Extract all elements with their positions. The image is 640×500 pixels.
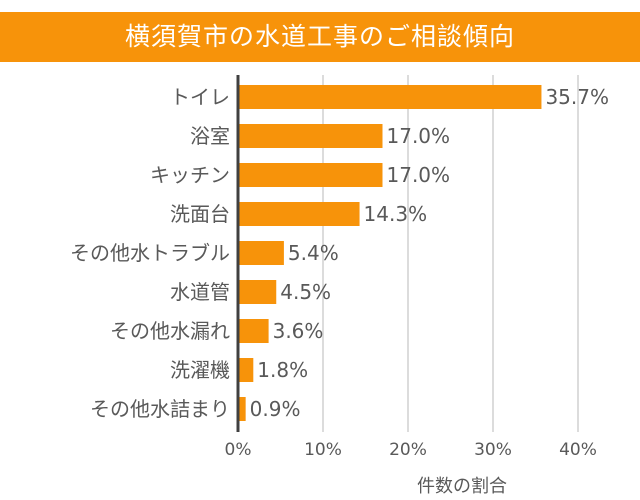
chart-title: 横須賀市の水道工事のご相談傾向	[0, 12, 640, 62]
category-label: キッチン	[150, 163, 230, 187]
category-label: その他水トラブル	[70, 241, 230, 265]
x-axis-label: 件数の割合	[417, 476, 507, 497]
data-label: 17.0%	[387, 163, 451, 187]
bar	[238, 163, 383, 187]
category-label: その他水漏れ	[110, 319, 230, 343]
bar	[238, 397, 246, 421]
category-label: 洗面台	[170, 202, 230, 226]
x-tick-label: 30%	[474, 440, 512, 460]
x-tick-label: 0%	[225, 440, 252, 460]
x-tick-label: 10%	[304, 440, 342, 460]
bar	[238, 85, 542, 109]
bar	[238, 124, 383, 148]
bar	[238, 202, 360, 226]
bar	[238, 241, 284, 265]
data-label: 35.7%	[545, 85, 609, 109]
category-label: 水道管	[170, 280, 230, 304]
bar	[238, 280, 277, 304]
x-tick-label: 20%	[389, 440, 427, 460]
data-label: 17.0%	[387, 124, 451, 148]
data-label: 5.4%	[288, 241, 339, 265]
data-label: 1.8%	[257, 358, 308, 382]
category-label: トイレ	[170, 85, 230, 109]
data-label: 4.5%	[280, 280, 331, 304]
bar	[238, 358, 254, 382]
category-label: 浴室	[190, 124, 230, 148]
bar	[238, 319, 269, 343]
data-label: 3.6%	[273, 319, 324, 343]
data-label: 0.9%	[250, 397, 301, 421]
category-label: 洗濯機	[170, 358, 230, 382]
category-label: その他水詰まり	[90, 397, 230, 421]
x-tick-label: 40%	[559, 440, 597, 460]
data-label: 14.3%	[364, 202, 428, 226]
